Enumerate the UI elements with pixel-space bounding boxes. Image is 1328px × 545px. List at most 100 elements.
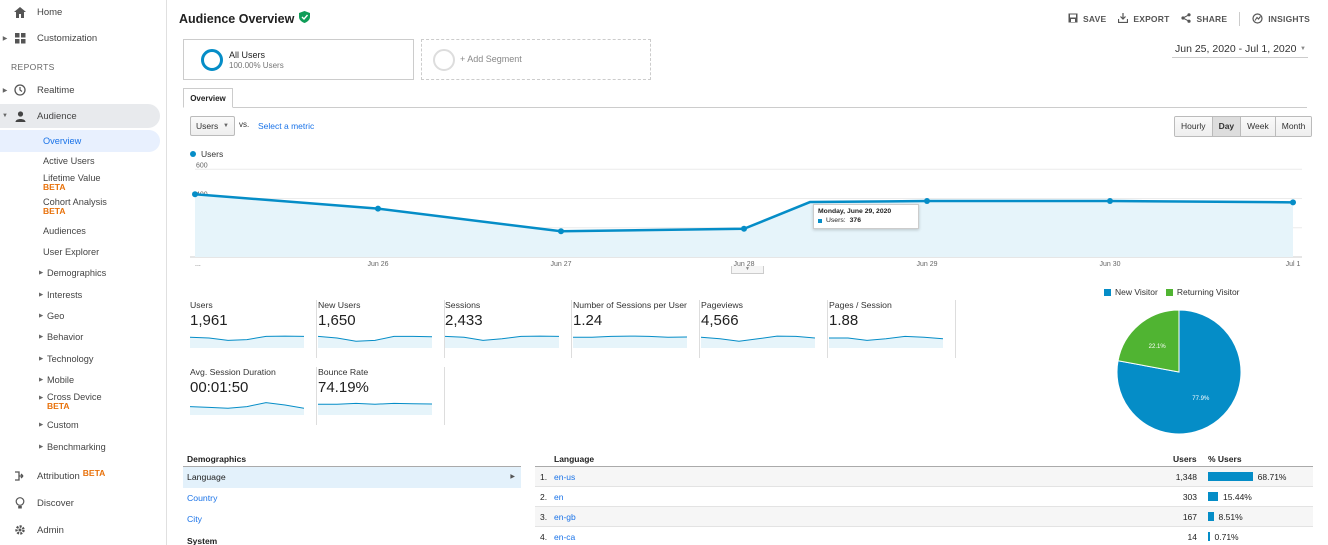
nav-mobile[interactable]: ▶ Mobile <box>39 375 74 385</box>
caret-right-icon: ▶ <box>39 395 44 401</box>
metric-tile[interactable]: New Users 1,650 <box>318 300 445 358</box>
tab-overview[interactable]: Overview <box>183 88 233 108</box>
language-link[interactable]: en <box>554 492 564 502</box>
nav-lifetime-value[interactable]: Lifetime Value BETA <box>43 173 101 192</box>
metric-tile[interactable]: Users 1,961 <box>190 300 317 358</box>
caret-right-icon: ▶ <box>39 292 44 298</box>
metric-tile[interactable]: Sessions 2,433 <box>445 300 572 358</box>
metric-tile[interactable]: Number of Sessions per User 1.24 <box>573 300 700 358</box>
gear-icon <box>12 522 28 538</box>
export-button[interactable]: EXPORT <box>1118 13 1169 25</box>
nav-technology[interactable]: ▶ Technology <box>39 354 93 364</box>
add-segment-button[interactable]: + Add Segment <box>421 39 651 80</box>
metric-tile[interactable]: Avg. Session Duration 00:01:50 <box>190 367 317 425</box>
metric-value: 00:01:50 <box>190 379 249 396</box>
granularity-month[interactable]: Month <box>1275 117 1312 136</box>
pct-bar <box>1208 492 1219 501</box>
empty-segment-circle-icon <box>433 49 455 71</box>
demographics-country[interactable]: Country <box>187 493 218 503</box>
table-row: 4. en-ca 14 0.71% <box>535 527 1313 545</box>
metric-sparkline <box>701 335 815 348</box>
beta-badge: BETA <box>43 182 66 192</box>
nav-discover[interactable]: Discover <box>0 491 160 515</box>
nav-geo[interactable]: ▶ Geo <box>39 311 64 321</box>
date-range-picker[interactable]: Jun 25, 2020 - Jul 1, 2020 ▼ <box>1172 41 1308 58</box>
col-users: Users <box>1173 454 1197 464</box>
metric-value: 74.19% <box>318 379 369 396</box>
pie-slice-label: 77.9% <box>1192 396 1210 402</box>
language-link[interactable]: en-us <box>554 472 576 482</box>
demographics-city[interactable]: City <box>187 514 202 524</box>
granularity-day[interactable]: Day <box>1212 117 1242 136</box>
nav-attribution[interactable]: Attribution BETA <box>0 464 160 488</box>
data-point <box>192 191 198 198</box>
nav-customization[interactable]: ▶ Customization <box>0 26 160 50</box>
sidebar: Home ▶ Customization REPORTS ▶ Realtime … <box>0 0 167 545</box>
export-label: EXPORT <box>1133 14 1170 24</box>
verified-shield-icon <box>299 11 311 26</box>
nav-benchmarking[interactable]: ▶ Benchmarking <box>39 442 106 452</box>
metric-name: New Users <box>318 300 361 310</box>
legend-dot <box>190 151 196 157</box>
tab-underline <box>183 107 1307 108</box>
pct-bar <box>1208 532 1210 541</box>
metric-tile[interactable]: Pageviews 4,566 <box>701 300 828 358</box>
nav-admin[interactable]: Admin <box>0 518 160 542</box>
caret-right-icon: ▶ <box>39 444 44 450</box>
language-link[interactable]: en-ca <box>554 532 576 542</box>
nav-audience-overview[interactable]: Overview <box>0 130 160 152</box>
nav-user-explorer[interactable]: User Explorer <box>43 247 100 257</box>
sparkline-line <box>701 335 815 342</box>
demographics-language[interactable]: Language ▶ <box>183 467 521 488</box>
date-range-text: Jun 25, 2020 - Jul 1, 2020 <box>1175 43 1297 55</box>
home-icon <box>12 4 28 20</box>
nav-cross-device[interactable]: ▶ Cross Device BETA <box>39 392 102 411</box>
nav-demographics[interactable]: ▶ Demographics <box>39 268 106 278</box>
nav-realtime-label: Realtime <box>37 84 75 96</box>
caret-right-icon: ▶ <box>39 356 44 362</box>
nav-audience[interactable]: ▼ Audience <box>0 104 160 128</box>
tooltip-swatch <box>818 218 822 223</box>
metric-tile[interactable]: Pages / Session 1.88 <box>829 300 956 358</box>
metric-sparkline <box>318 335 432 348</box>
nav-custom[interactable]: ▶ Custom <box>39 420 79 430</box>
granularity-hourly[interactable]: Hourly <box>1175 117 1213 136</box>
nav-technology-label: Technology <box>47 354 94 364</box>
page-title-text: Audience Overview <box>179 11 295 26</box>
sparkline-area <box>445 336 559 348</box>
metric-name: Pages / Session <box>829 300 892 310</box>
nav-realtime[interactable]: ▶ Realtime <box>0 78 160 102</box>
save-button[interactable]: SAVE <box>1068 13 1106 25</box>
insights-button[interactable]: INSIGHTS <box>1252 12 1310 26</box>
nav-cohort-analysis[interactable]: Cohort Analysis BETA <box>43 197 107 216</box>
language-link[interactable]: en-gb <box>554 512 576 522</box>
nav-interests[interactable]: ▶ Interests <box>39 290 82 300</box>
page-title: Audience Overview <box>179 11 311 26</box>
metric-select-value: Users <box>196 121 219 131</box>
clock-icon <box>12 82 28 98</box>
granularity-toggle: Hourly Day Week Month <box>1174 116 1313 137</box>
data-point <box>1290 199 1296 206</box>
insights-icon <box>1252 12 1263 26</box>
pie-swatch-new <box>1104 288 1111 296</box>
metric-tile[interactable]: Bounce Rate 74.19% <box>318 367 445 425</box>
share-label: SHARE <box>1196 14 1228 24</box>
nav-audiences[interactable]: Audiences <box>43 226 86 236</box>
sparkline-line <box>573 335 687 338</box>
beta-badge: BETA <box>82 467 106 478</box>
nav-active-users[interactable]: Active Users <box>43 156 95 166</box>
segment-all-users[interactable]: All Users 100.00% Users <box>183 39 414 80</box>
sparkline-line <box>318 335 432 342</box>
granularity-week[interactable]: Week <box>1241 117 1276 136</box>
nav-home[interactable]: Home <box>0 0 160 24</box>
users-cell: 303 <box>1182 492 1197 502</box>
select-metric-link[interactable]: Select a metric <box>258 121 315 131</box>
tooltip-date: Monday, June 29, 2020 <box>818 208 892 215</box>
nav-discover-label: Discover <box>37 497 74 509</box>
nav-behavior[interactable]: ▶ Behavior <box>39 332 83 342</box>
chart-resize-handle[interactable]: ▼ <box>731 266 764 274</box>
metric-select[interactable]: Users ▼ <box>190 116 235 136</box>
share-button[interactable]: SHARE <box>1181 13 1227 25</box>
